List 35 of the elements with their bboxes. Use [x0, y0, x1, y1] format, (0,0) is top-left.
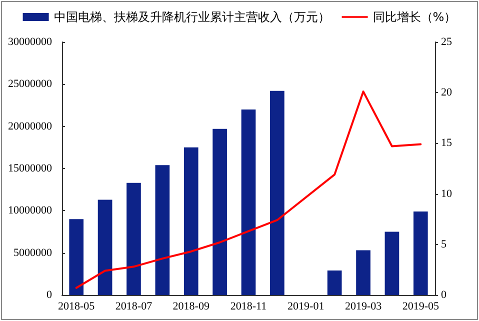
- y-tick-label: 0: [46, 289, 52, 301]
- bar: [241, 109, 256, 295]
- y2-tick-label: 25: [441, 36, 452, 48]
- x-tick-label: 2018-11: [230, 300, 267, 312]
- legend-label: 同比增长（%）: [372, 10, 456, 24]
- bar: [270, 90, 284, 295]
- y-tick-label: 10000000: [8, 204, 52, 217]
- y2-tick-label: 5: [441, 238, 447, 250]
- y-tick-label: 25000000: [8, 78, 52, 90]
- x-tick-label: 2018-07: [115, 300, 153, 312]
- y2-tick-label: 20: [441, 86, 452, 99]
- bar: [327, 270, 342, 295]
- bar: [356, 250, 370, 295]
- bar: [212, 128, 227, 295]
- y-tick-label: 15000000: [8, 162, 52, 174]
- y-tick-label: 20000000: [8, 120, 52, 132]
- bar: [384, 232, 400, 295]
- y2-tick-label: 10: [441, 188, 452, 200]
- x-tick-label: 2019-01: [288, 300, 324, 312]
- legend-label: 中国电梯、扶梯及升降机行业累计主营收入（万元）: [54, 10, 330, 24]
- y2-tick-label: 15: [441, 137, 452, 150]
- y-tick-label: 30000000: [8, 36, 52, 48]
- bar: [413, 212, 428, 295]
- x-tick-label: 2018-09: [172, 300, 210, 312]
- y2-tick-label: 0: [441, 289, 447, 301]
- bar: [98, 200, 112, 295]
- x-tick-label: 2019-03: [344, 300, 382, 312]
- bar: [155, 165, 170, 295]
- bar: [126, 182, 141, 295]
- x-tick-label: 2018-05: [58, 300, 96, 312]
- y-tick-label: 5000000: [14, 246, 52, 259]
- x-tick-label: 2019-05: [402, 300, 440, 312]
- line-series: [75, 90, 422, 289]
- bar: [184, 147, 198, 295]
- bar: [69, 219, 84, 295]
